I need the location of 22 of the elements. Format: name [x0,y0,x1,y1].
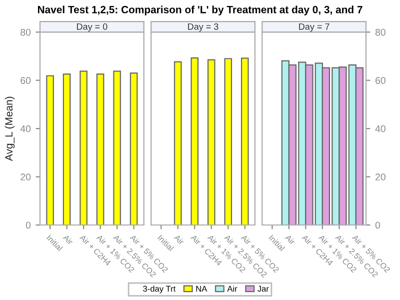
legend-label: Air [227,286,238,292]
legend-label: NA [196,286,208,292]
y-tick-label: 40 [20,125,31,132]
y-tick-label: 20 [20,174,31,180]
text: Navel Test 1,2,5: Comparison of 'L' by Treatment at day 0, 3, and 7 [38,6,362,16]
y-tick-label: 80 [375,28,386,36]
y-tick-label: 0 [26,222,31,229]
x-tick-label: Air [174,234,185,246]
y-tick-label: 60 [20,77,31,84]
y-axis-title: Avg_L (Mean) [4,96,15,161]
legend-title: 3-day Trt [143,286,176,294]
chart-subtitle: Day = 0 [76,23,108,32]
y-tick-label: 60 [376,77,386,84]
x-tick-label: Air [284,234,296,246]
legend-label: Jar [257,286,269,292]
y-tick-label: 80 [20,28,31,36]
chart-subtitle: Day = 3 [188,23,218,32]
chart-subtitle: Day = 7 [299,24,330,32]
x-tick-label: Air [62,234,74,246]
y-tick-label: 0 [375,222,380,229]
y-tick-label: 20 [376,174,386,180]
y-tick-label: 40 [375,125,386,132]
